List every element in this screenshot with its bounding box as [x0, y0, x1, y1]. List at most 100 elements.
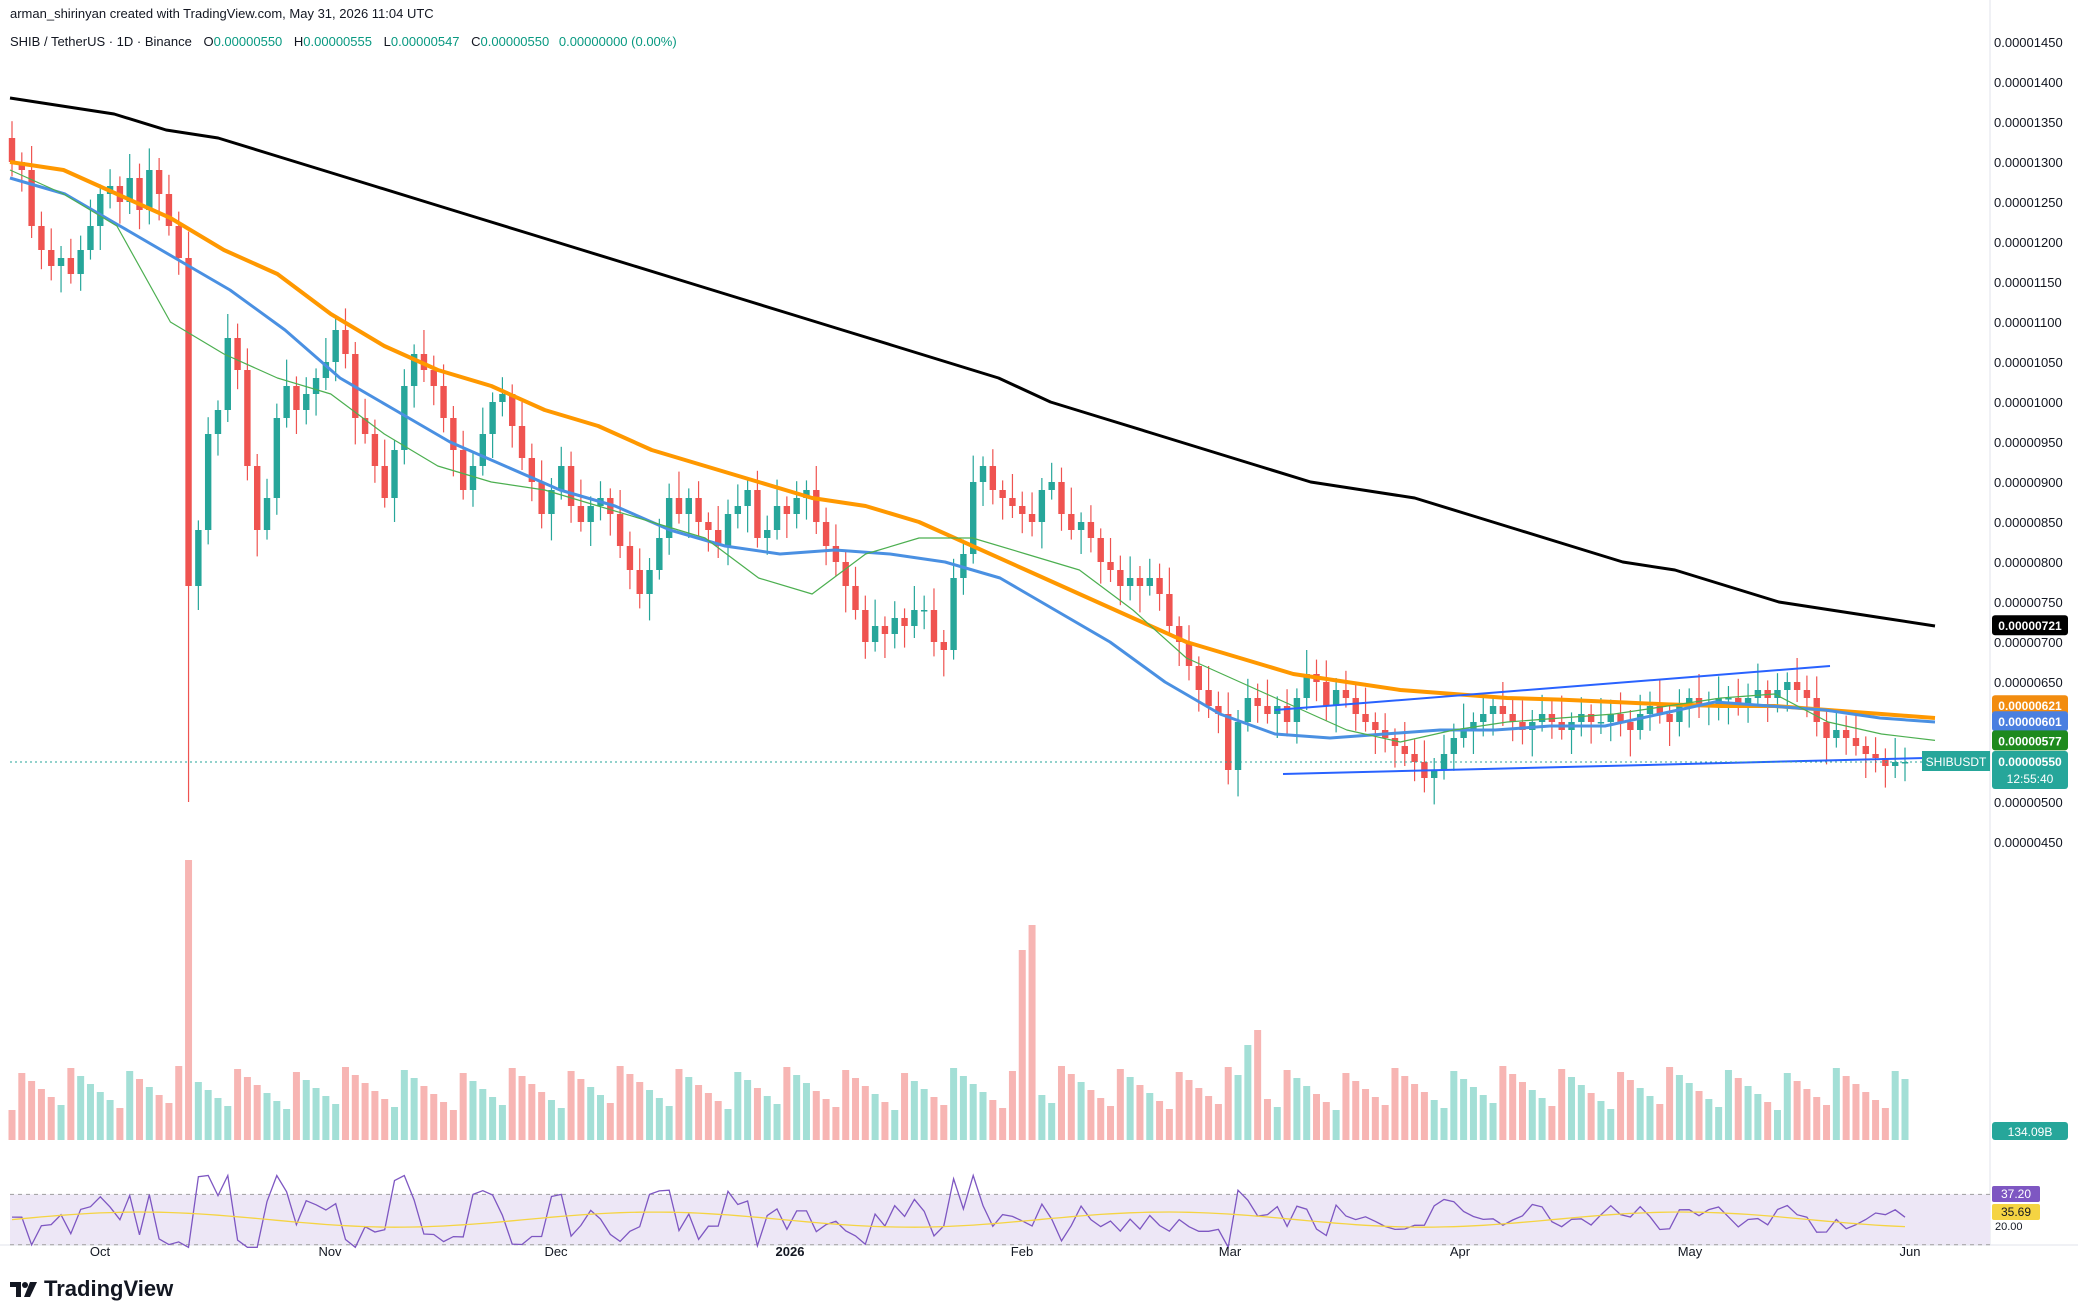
volume-bar	[1872, 1100, 1880, 1140]
volume-bar	[263, 1093, 271, 1140]
volume-bar	[1518, 1082, 1526, 1140]
candle-body	[675, 498, 683, 514]
candle-body	[1735, 698, 1742, 706]
tradingview-brand[interactable]: TradingView	[10, 1276, 173, 1302]
volume-bar	[1715, 1107, 1723, 1140]
volume-bar	[57, 1105, 65, 1140]
candle-body	[57, 258, 65, 266]
volume-bar	[1675, 1075, 1683, 1140]
rsi-ma-tag: 35.69	[2001, 1205, 2031, 1219]
candle-body	[538, 482, 545, 514]
volume-bar	[773, 1104, 781, 1140]
volume-bar	[194, 1082, 202, 1140]
candle-body	[1401, 746, 1408, 754]
candle-body	[803, 490, 810, 498]
candle-body	[1431, 770, 1438, 778]
volume-bar	[1577, 1085, 1585, 1140]
volume-bar	[704, 1093, 712, 1140]
volume-tag: 134.09B	[2008, 1125, 2053, 1139]
volume-bar	[1126, 1077, 1134, 1140]
chart-credit: arman_shirinyan created with TradingView…	[10, 6, 434, 21]
volume-bar	[1342, 1073, 1350, 1140]
candle-body	[1264, 706, 1271, 714]
candle-body	[734, 506, 742, 514]
candle-body	[401, 386, 408, 450]
candle-body	[332, 330, 339, 362]
time-tick-label: Dec	[544, 1244, 568, 1259]
candle-body	[1489, 706, 1497, 714]
price-tick-label: 0.00001100	[1994, 315, 2062, 330]
volume-bar	[204, 1090, 212, 1140]
candle-body	[136, 178, 143, 210]
candle-body	[1136, 578, 1144, 586]
volume-bar	[322, 1096, 330, 1140]
candle-body	[587, 506, 594, 522]
volume-bar	[1783, 1073, 1791, 1140]
volume-bar	[1391, 1068, 1399, 1140]
volume-bar	[1303, 1086, 1311, 1140]
price-tick-label: 0.00001450	[1994, 35, 2063, 50]
price-label-bg	[1992, 695, 2068, 716]
volume-bar	[969, 1084, 977, 1140]
volume-bar	[1283, 1070, 1291, 1140]
volume-bar	[1156, 1101, 1164, 1140]
price-tick-label: 0.00001050	[1994, 355, 2063, 370]
candle-body	[97, 194, 104, 226]
volume-bar	[1371, 1097, 1379, 1140]
candle-body	[1833, 730, 1840, 738]
volume-bar	[547, 1100, 555, 1140]
candle-body	[1372, 722, 1379, 730]
candle-body	[1195, 666, 1203, 690]
candle-body	[626, 546, 634, 570]
candle-body	[646, 570, 653, 594]
price-tick-label: 0.00001250	[1994, 195, 2063, 210]
volume-bar	[1460, 1079, 1468, 1140]
symbol-label[interactable]: SHIB / TetherUS · 1D · Binance	[10, 34, 192, 49]
volume-bar	[852, 1078, 860, 1140]
volume-bar	[1430, 1100, 1438, 1140]
candle-body	[1205, 690, 1212, 706]
candle-body	[1283, 706, 1291, 722]
candle-body	[195, 530, 202, 586]
candle-body	[469, 466, 477, 490]
candle-body	[567, 466, 575, 506]
candle-body	[1676, 706, 1683, 722]
candle-body	[1656, 706, 1663, 714]
price-tick-label: 0.00000700	[1994, 635, 2063, 650]
volume-bar	[37, 1089, 45, 1140]
change-value: 0.00000000 (0.00%)	[558, 34, 677, 49]
candle-body	[930, 610, 938, 642]
volume-bar	[1332, 1110, 1340, 1140]
candle-body	[28, 170, 35, 226]
candle-body	[361, 418, 369, 434]
volume-bar	[901, 1073, 909, 1140]
volume-bar	[1381, 1105, 1389, 1140]
candle-body	[1215, 706, 1222, 714]
volume-bar	[1685, 1083, 1693, 1140]
volume-bar	[175, 1066, 183, 1140]
candle-body	[1077, 522, 1085, 530]
volume-bar	[1352, 1081, 1360, 1140]
volume-bar	[292, 1072, 300, 1140]
volume-bar	[1420, 1092, 1428, 1140]
candle-body	[1293, 698, 1301, 722]
candle-body	[714, 530, 722, 546]
candle-body	[263, 498, 271, 530]
candle-body	[1636, 714, 1644, 730]
candle-body	[459, 450, 467, 490]
open-value: 0.00000550	[213, 34, 283, 49]
volume-bar	[1734, 1078, 1742, 1140]
volume-bar	[1479, 1095, 1487, 1140]
candle-body	[18, 162, 26, 170]
high-value: 0.00000555	[303, 34, 372, 49]
volume-bar	[1881, 1108, 1889, 1140]
candle-body	[1117, 570, 1124, 586]
volume-bar	[1538, 1098, 1546, 1140]
candle-body	[773, 506, 781, 530]
volume-bar	[538, 1092, 546, 1140]
candle-body	[1225, 714, 1232, 770]
volume-bar	[155, 1095, 163, 1140]
candle-body	[391, 450, 398, 498]
candle-body	[1509, 714, 1516, 722]
